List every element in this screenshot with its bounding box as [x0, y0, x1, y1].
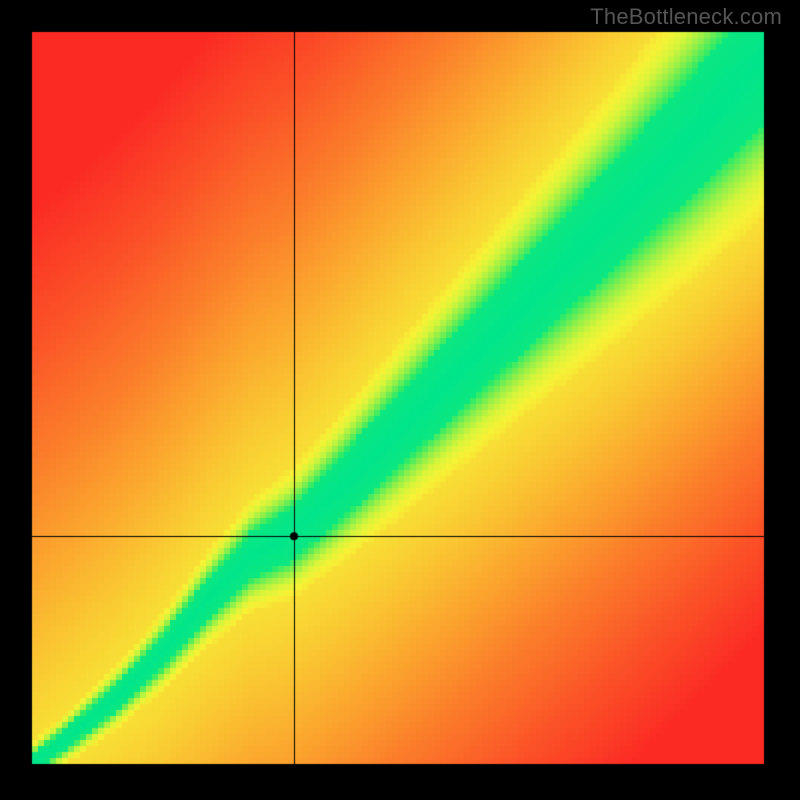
watermark-text: TheBottleneck.com	[590, 4, 782, 30]
bottleneck-heatmap-canvas	[0, 0, 800, 800]
